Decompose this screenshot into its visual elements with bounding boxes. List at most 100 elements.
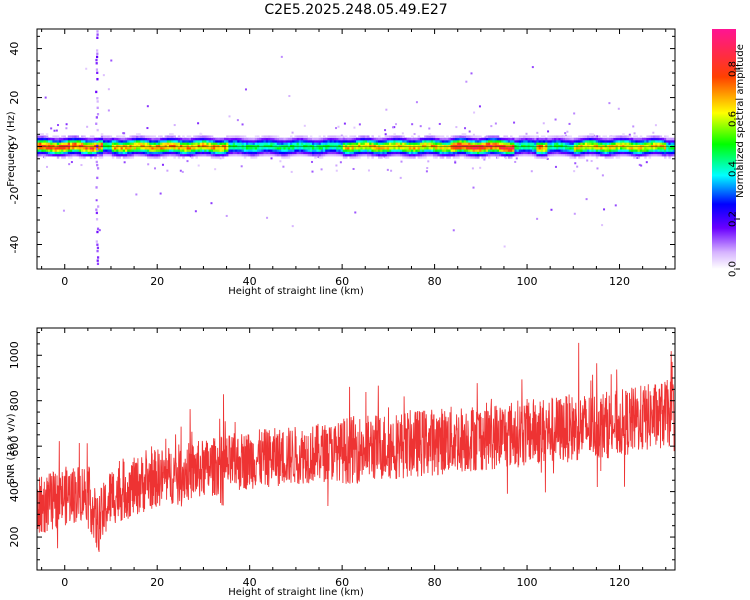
heat-cell [162, 151, 165, 155]
heat-cell [580, 153, 583, 157]
heat-cell [340, 144, 344, 148]
heat-cell [512, 137, 515, 141]
heat-cell [70, 140, 73, 143]
heat-cell [540, 156, 544, 159]
heat-cell [615, 144, 619, 148]
heat-cell [140, 135, 143, 139]
heat-cell [303, 153, 306, 157]
heat-cell [87, 146, 91, 150]
heat-cell [45, 146, 49, 150]
heat-cell [329, 137, 333, 141]
heat-cell [435, 142, 438, 145]
heat-cell [622, 149, 625, 152]
heat-cell [589, 146, 592, 150]
heat-cell [204, 144, 207, 148]
heat-cell [261, 142, 264, 145]
heat-cell [221, 151, 225, 155]
heatmap-x-axis-label: Height of straight line (km) [228, 286, 364, 297]
heat-cell [518, 146, 522, 150]
heat-cell [142, 146, 146, 150]
heat-cell [591, 137, 594, 141]
heat-cell [672, 137, 675, 141]
heat-cell [219, 146, 223, 150]
heat-cell [67, 151, 71, 155]
heat-cell [455, 144, 458, 148]
heat-cell [276, 151, 280, 155]
heat-cell [285, 153, 289, 157]
heat-cell [382, 144, 385, 148]
heat-cell [204, 151, 207, 155]
heat-cell [195, 151, 198, 155]
heat-cell [103, 140, 106, 143]
heat-cell [151, 144, 154, 148]
heat-cell [202, 144, 205, 148]
heat-cell [525, 137, 528, 141]
heat-cell [144, 137, 148, 141]
heat-cell [631, 151, 634, 155]
heat-cell [81, 137, 84, 141]
heat-cell [217, 144, 220, 148]
heat-cell [384, 146, 388, 150]
heat-cell [585, 198, 588, 201]
heat-cell [342, 140, 346, 143]
heat-cell [644, 146, 647, 150]
heat-cell [305, 140, 308, 143]
heat-cell [50, 153, 53, 157]
heat-cell [503, 153, 506, 157]
heat-cell [521, 149, 524, 152]
heat-cell [107, 135, 110, 139]
heat-cell [155, 156, 159, 159]
heat-cell [283, 156, 286, 159]
heat-cell [307, 142, 311, 145]
heat-cell [364, 137, 368, 141]
heat-cell [237, 142, 240, 145]
heat-cell [351, 140, 355, 143]
heat-cell [340, 146, 344, 150]
heat-cell [294, 140, 297, 143]
heat-cell [184, 153, 187, 157]
heat-cell [146, 127, 149, 130]
heat-cell [543, 149, 546, 152]
heat-cell [646, 135, 649, 139]
heat-cell [450, 137, 454, 141]
heat-cell [184, 137, 187, 141]
heat-cell [334, 153, 337, 157]
heat-cell [466, 135, 469, 139]
heat-cell [492, 151, 495, 155]
heat-cell [670, 140, 674, 143]
heat-cell [180, 146, 183, 150]
heat-cell [664, 153, 667, 157]
heat-cell [360, 149, 363, 152]
heat-cell [433, 151, 436, 155]
heat-cell [596, 167, 599, 170]
heat-cell [96, 249, 99, 253]
colorbar-tick-label: 0.2 [728, 211, 739, 227]
heat-cell [195, 135, 198, 139]
heat-cell [653, 151, 656, 155]
heat-cell [510, 137, 513, 141]
heat-cell [338, 146, 341, 150]
heat-cell [567, 144, 570, 148]
heat-cell [197, 135, 201, 139]
heat-cell [617, 107, 620, 110]
heat-cell [290, 144, 293, 148]
heat-cell [503, 146, 506, 150]
heat-cell [298, 142, 302, 145]
heat-cell [37, 151, 40, 155]
heat-cell [384, 142, 388, 145]
heat-cell [639, 135, 643, 139]
heat-cell [349, 153, 352, 157]
snr-x-tick-label: 20 [150, 576, 164, 589]
heat-cell [336, 142, 339, 145]
heat-cell [309, 151, 313, 155]
heat-cell [584, 153, 588, 157]
heat-cell [582, 142, 586, 145]
heat-cell [118, 146, 121, 150]
heat-cell [523, 149, 526, 152]
heat-cell [637, 149, 641, 152]
heat-cell [54, 149, 58, 152]
heat-cell [89, 140, 93, 143]
heat-cell [441, 151, 445, 155]
heat-cell [650, 146, 654, 150]
heat-cell [55, 129, 58, 132]
